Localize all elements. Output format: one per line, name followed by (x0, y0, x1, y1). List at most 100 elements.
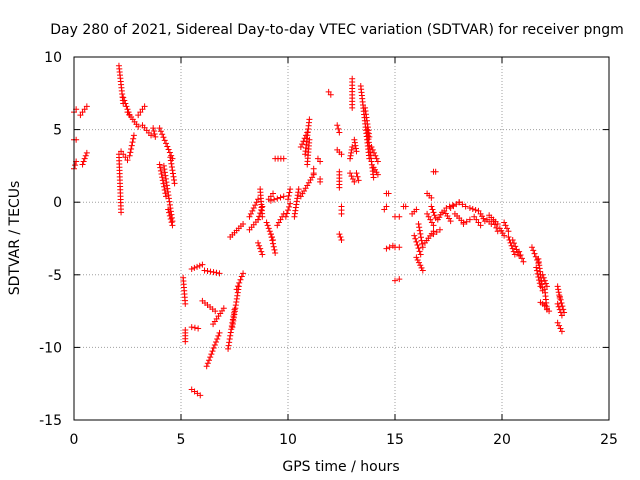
data-point (166, 212, 173, 219)
data-point (191, 264, 198, 271)
data-point (162, 172, 169, 179)
data-point (351, 139, 358, 146)
data-point (413, 206, 420, 213)
data-point (416, 248, 423, 255)
data-point (215, 332, 222, 339)
data-point (182, 338, 189, 345)
data-point (188, 324, 195, 331)
data-point (285, 207, 291, 214)
data-point (540, 274, 547, 281)
data-point (299, 141, 306, 148)
data-point (466, 216, 473, 223)
data-point (348, 146, 355, 153)
data-point (267, 231, 274, 238)
data-point (416, 227, 423, 234)
data-point (268, 234, 275, 241)
data-point (371, 149, 378, 156)
data-point (249, 207, 256, 214)
data-point (157, 128, 164, 135)
data-point (351, 136, 358, 143)
x-tick-label: 10 (279, 432, 297, 448)
data-point (167, 154, 174, 161)
data-point (167, 216, 174, 223)
data-point (414, 256, 421, 263)
data-point (306, 136, 313, 143)
data-point (212, 308, 219, 315)
data-point (83, 149, 90, 156)
data-point (196, 262, 203, 269)
x-tick-label: 20 (493, 432, 511, 448)
data-point (210, 345, 217, 352)
x-axis-label: GPS time / hours (282, 459, 399, 475)
data-point (226, 339, 233, 346)
data-point (265, 225, 272, 232)
data-point (419, 267, 426, 274)
data-point (258, 248, 265, 255)
data-point (161, 137, 168, 144)
data-point (159, 174, 166, 181)
data-point (466, 205, 473, 212)
data-point (297, 144, 304, 151)
data-point (516, 248, 523, 255)
data-point (216, 329, 223, 336)
data-point (412, 235, 419, 242)
data-point (168, 163, 175, 170)
data-point (306, 116, 313, 123)
data-point (159, 177, 166, 184)
data-point (396, 213, 403, 220)
data-point (204, 268, 211, 275)
data-point (277, 194, 284, 201)
data-point (267, 197, 274, 204)
data-point (129, 139, 136, 146)
data-point (269, 237, 276, 244)
data-point (286, 203, 293, 210)
data-point (415, 220, 422, 227)
data-point (432, 168, 439, 175)
data-point (491, 221, 498, 228)
data-point (282, 213, 289, 220)
data-point (135, 123, 142, 130)
data-point (539, 271, 546, 278)
data-point (225, 345, 232, 352)
chart-title: Day 280 of 2021, Sidereal Day-to-day VTE… (50, 22, 624, 38)
y-tick-label: 0 (53, 195, 62, 211)
data-point (156, 125, 163, 132)
data-point (199, 261, 206, 268)
data-point (122, 100, 129, 107)
data-point (336, 184, 343, 191)
data-point (210, 269, 217, 276)
data-point (348, 149, 355, 156)
data-point (287, 186, 294, 193)
data-point (216, 270, 223, 277)
data-point (285, 192, 292, 199)
data-point (541, 277, 548, 284)
data-point (353, 170, 360, 177)
data-point (557, 296, 564, 303)
data-point (213, 338, 220, 345)
data-point (83, 103, 90, 110)
data-point (259, 213, 266, 220)
x-tick-label: 5 (177, 432, 186, 448)
data-point (338, 210, 345, 217)
data-point (411, 232, 418, 239)
data-point (252, 202, 259, 209)
data-point (211, 342, 218, 349)
data-point (236, 279, 243, 286)
data-point (148, 132, 155, 139)
data-point (490, 218, 497, 225)
data-point (225, 342, 232, 349)
data-point (163, 193, 170, 200)
data-point (255, 239, 262, 246)
data-point (160, 180, 167, 187)
data-point (164, 143, 171, 150)
data-point (266, 228, 273, 235)
data-point (164, 185, 171, 192)
data-point (167, 157, 174, 164)
data-point (352, 145, 359, 152)
data-point (161, 169, 168, 176)
data-point (204, 360, 211, 367)
y-axis-label: SDTVAR / TECUs (7, 181, 23, 296)
data-point (169, 222, 176, 229)
grid-lines (74, 57, 609, 420)
data-point (327, 91, 334, 98)
